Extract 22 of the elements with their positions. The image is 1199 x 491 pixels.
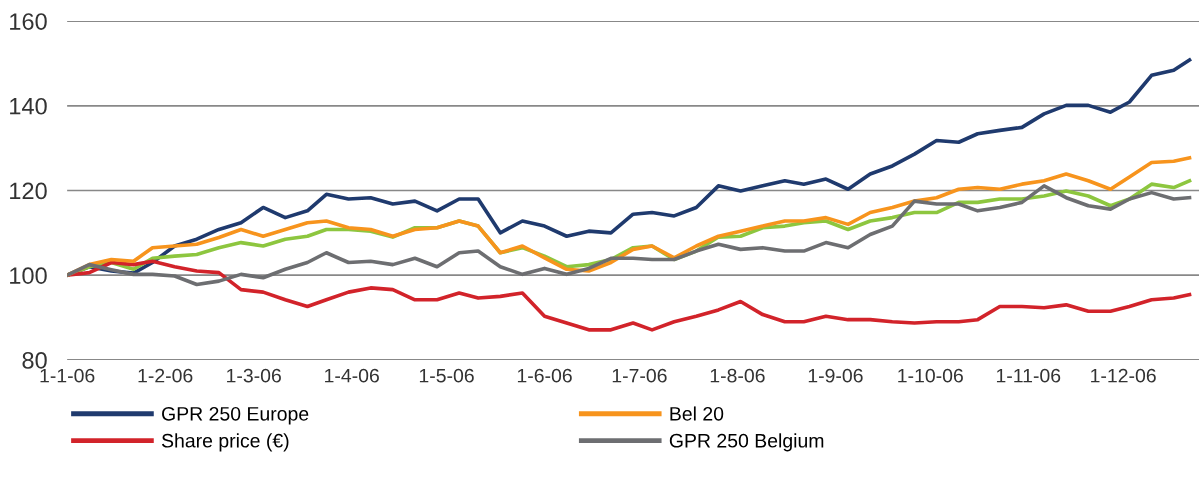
x-tick-label: 1-3-06: [227, 368, 281, 383]
y-tick-label: 100: [10, 267, 47, 284]
x-tick-label: 1-2-06: [138, 368, 193, 383]
y-tick-label: 120: [10, 182, 47, 200]
x-tick-label: 1-10-06: [898, 368, 963, 383]
y-tick-label: 140: [10, 97, 47, 115]
x-tick-label: 1-12-06: [1091, 368, 1156, 383]
x-tick-label: 1-9-06: [808, 368, 863, 383]
x-tick-label: 1-8-06: [710, 368, 765, 383]
x-tick-label: 1-5-06: [419, 368, 474, 383]
y-tick-label: 80: [22, 351, 47, 369]
legend-label: GPR 250 Europe: [162, 406, 309, 425]
x-tick-label: 1-7-06: [612, 368, 667, 383]
legend-label: GPR 250 Belgium: [669, 433, 824, 452]
x-tick-label: 1-4-06: [325, 368, 379, 383]
legend-label: Share price (€): [161, 433, 289, 452]
x-tick-label: 1-11-06: [996, 368, 1061, 383]
legend-label: Bel 20: [670, 406, 724, 421]
line-series: [67, 259, 1192, 332]
y-tick-label: 160: [10, 13, 47, 30]
x-tick-label: 1-1-06: [40, 368, 95, 383]
x-tick-label: 1-6-06: [517, 368, 572, 383]
